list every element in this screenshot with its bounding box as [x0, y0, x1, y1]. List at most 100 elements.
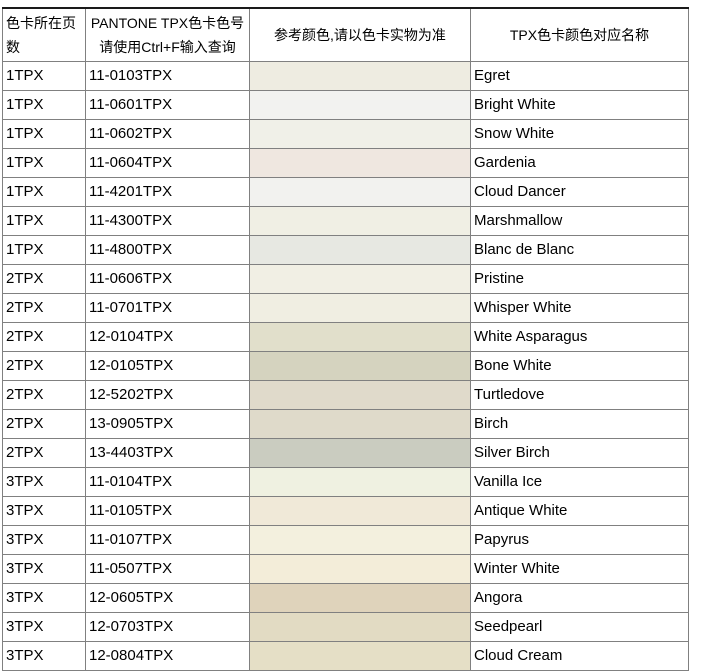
page-cell: 2TPX: [2, 263, 86, 294]
color-swatch: [249, 611, 471, 642]
tpx-color-table: 色卡所在页数 PANTONE TPX色卡色号 请使用Ctrl+F输入查询 参考颜…: [2, 7, 689, 671]
color-swatch: [249, 408, 471, 439]
name-cell: Cloud Cream: [470, 640, 689, 671]
table-row: 1TPX 11-0103TPX Egret: [2, 60, 689, 91]
table-row: 1TPX 11-0601TPX Bright White: [2, 89, 689, 120]
page-cell: 1TPX: [2, 60, 86, 91]
header-code-line1: PANTONE TPX色卡色号: [90, 14, 245, 31]
code-cell: 12-0804TPX: [85, 640, 250, 671]
code-cell: 11-0103TPX: [85, 60, 250, 91]
table-row: 3TPX 11-0107TPX Papyrus: [2, 524, 689, 555]
page-cell: 2TPX: [2, 437, 86, 468]
code-cell: 13-0905TPX: [85, 408, 250, 439]
name-cell: White Asparagus: [470, 321, 689, 352]
color-swatch: [249, 118, 471, 149]
table-row: 2TPX 13-0905TPX Birch: [2, 408, 689, 439]
table-row: 1TPX 11-0602TPX Snow White: [2, 118, 689, 149]
code-cell: 11-0104TPX: [85, 466, 250, 497]
name-cell: Silver Birch: [470, 437, 689, 468]
color-swatch: [249, 466, 471, 497]
color-swatch: [249, 89, 471, 120]
page-cell: 1TPX: [2, 89, 86, 120]
name-cell: Angora: [470, 582, 689, 613]
color-swatch: [249, 234, 471, 265]
code-cell: 11-0507TPX: [85, 553, 250, 584]
name-cell: Snow White: [470, 118, 689, 149]
name-cell: Birch: [470, 408, 689, 439]
page-cell: 2TPX: [2, 408, 86, 439]
name-cell: Blanc de Blanc: [470, 234, 689, 265]
code-cell: 12-0605TPX: [85, 582, 250, 613]
page-cell: 1TPX: [2, 205, 86, 236]
name-cell: Winter White: [470, 553, 689, 584]
color-swatch: [249, 263, 471, 294]
table-row: 2TPX 12-0105TPX Bone White: [2, 350, 689, 381]
table-row: 3TPX 11-0507TPX Winter White: [2, 553, 689, 584]
code-cell: 12-5202TPX: [85, 379, 250, 410]
color-swatch: [249, 60, 471, 91]
code-cell: 12-0104TPX: [85, 321, 250, 352]
page-cell: 1TPX: [2, 234, 86, 265]
header-swatch-column: 参考颜色,请以色卡实物为准: [249, 7, 471, 62]
code-cell: 11-0606TPX: [85, 263, 250, 294]
color-swatch: [249, 495, 471, 526]
header-code-column: PANTONE TPX色卡色号 请使用Ctrl+F输入查询: [85, 7, 250, 62]
table-row: 3TPX 11-0105TPX Antique White: [2, 495, 689, 526]
page-cell: 3TPX: [2, 495, 86, 526]
header-page-column: 色卡所在页数: [2, 7, 86, 62]
code-cell: 11-4300TPX: [85, 205, 250, 236]
name-cell: Pristine: [470, 263, 689, 294]
page-cell: 3TPX: [2, 524, 86, 555]
code-cell: 12-0703TPX: [85, 611, 250, 642]
table-row: 1TPX 11-4300TPX Marshmallow: [2, 205, 689, 236]
table-row: 2TPX 12-5202TPX Turtledove: [2, 379, 689, 410]
header-code-line2: 请使用Ctrl+F输入查询: [99, 38, 236, 55]
page-cell: 2TPX: [2, 350, 86, 381]
color-swatch: [249, 553, 471, 584]
name-cell: Papyrus: [470, 524, 689, 555]
color-swatch: [249, 176, 471, 207]
color-swatch: [249, 582, 471, 613]
name-cell: Gardenia: [470, 147, 689, 178]
page-cell: 1TPX: [2, 118, 86, 149]
table-row: 2TPX 13-4403TPX Silver Birch: [2, 437, 689, 468]
page-cell: 1TPX: [2, 176, 86, 207]
color-swatch: [249, 350, 471, 381]
table-row: 3TPX 12-0703TPX Seedpearl: [2, 611, 689, 642]
table-row: 2TPX 11-0701TPX Whisper White: [2, 292, 689, 323]
code-cell: 11-0107TPX: [85, 524, 250, 555]
code-cell: 11-0604TPX: [85, 147, 250, 178]
color-swatch: [249, 524, 471, 555]
page-cell: 2TPX: [2, 321, 86, 352]
code-cell: 11-0602TPX: [85, 118, 250, 149]
code-cell: 11-4201TPX: [85, 176, 250, 207]
page-cell: 2TPX: [2, 292, 86, 323]
page-cell: 1TPX: [2, 147, 86, 178]
code-cell: 12-0105TPX: [85, 350, 250, 381]
code-cell: 11-0701TPX: [85, 292, 250, 323]
color-swatch: [249, 379, 471, 410]
table-header: 色卡所在页数 PANTONE TPX色卡色号 请使用Ctrl+F输入查询 参考颜…: [2, 7, 689, 62]
name-cell: Seedpearl: [470, 611, 689, 642]
table-body: 1TPX 11-0103TPX Egret 1TPX 11-0601TPX Br…: [2, 60, 689, 671]
name-cell: Vanilla Ice: [470, 466, 689, 497]
page-cell: 3TPX: [2, 611, 86, 642]
table-row: 1TPX 11-4201TPX Cloud Dancer: [2, 176, 689, 207]
name-cell: Cloud Dancer: [470, 176, 689, 207]
header-row: 色卡所在页数 PANTONE TPX色卡色号 请使用Ctrl+F输入查询 参考颜…: [2, 7, 689, 62]
code-cell: 11-0105TPX: [85, 495, 250, 526]
name-cell: Whisper White: [470, 292, 689, 323]
name-cell: Turtledove: [470, 379, 689, 410]
table-row: 3TPX 12-0605TPX Angora: [2, 582, 689, 613]
name-cell: Egret: [470, 60, 689, 91]
color-swatch: [249, 437, 471, 468]
color-swatch: [249, 321, 471, 352]
name-cell: Bone White: [470, 350, 689, 381]
table-row: 3TPX 11-0104TPX Vanilla Ice: [2, 466, 689, 497]
page-cell: 3TPX: [2, 466, 86, 497]
page-cell: 3TPX: [2, 640, 86, 671]
code-cell: 11-4800TPX: [85, 234, 250, 265]
page-cell: 3TPX: [2, 582, 86, 613]
color-swatch: [249, 147, 471, 178]
header-name-column: TPX色卡颜色对应名称: [470, 7, 689, 62]
